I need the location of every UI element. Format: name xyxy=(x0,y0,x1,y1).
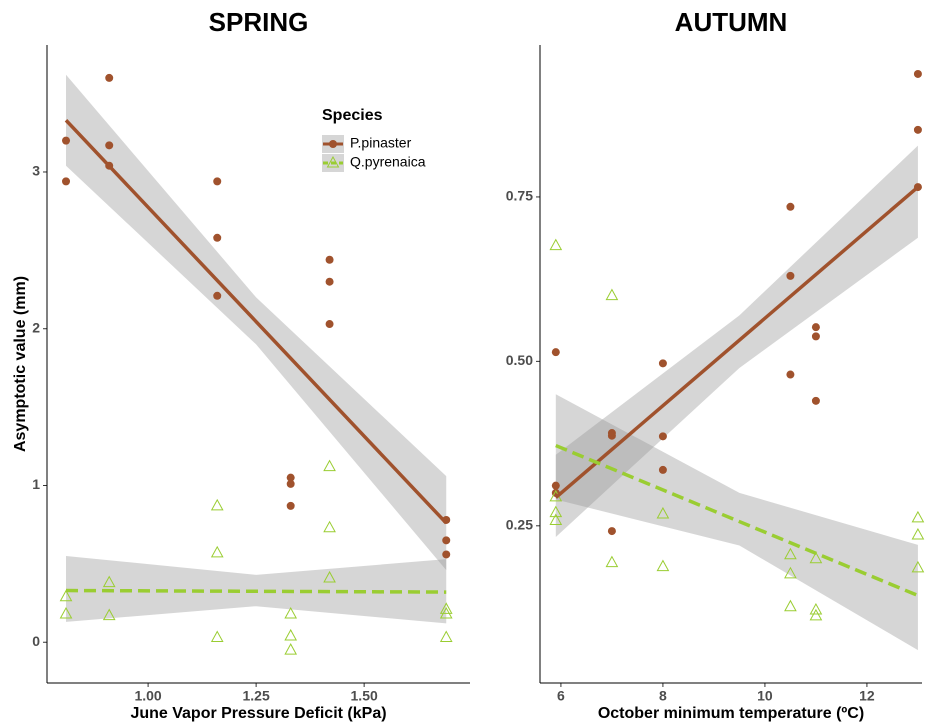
point xyxy=(323,459,336,472)
point xyxy=(442,550,451,559)
point xyxy=(213,291,222,300)
point xyxy=(105,73,114,82)
point xyxy=(286,473,295,482)
point xyxy=(811,323,820,332)
point xyxy=(607,431,616,440)
point xyxy=(284,628,298,641)
point xyxy=(549,505,563,518)
point xyxy=(284,643,298,655)
point xyxy=(784,547,797,560)
point xyxy=(913,69,922,78)
legend-label: Q.pyrenaica xyxy=(350,154,426,170)
y-tick-label: 1 xyxy=(32,476,40,492)
point xyxy=(656,559,670,572)
point xyxy=(809,551,823,564)
legend-label: P.pinaster xyxy=(350,135,412,151)
point xyxy=(102,575,116,588)
y-tick-label: 3 xyxy=(32,163,40,179)
point xyxy=(284,606,298,619)
point xyxy=(658,432,667,441)
y-tick-label: 0 xyxy=(32,633,40,649)
y-tick-label: 0.50 xyxy=(506,352,533,368)
legend-marker xyxy=(326,155,340,168)
point xyxy=(210,630,224,643)
y-tick-label: 0.75 xyxy=(506,188,533,204)
point xyxy=(549,513,563,526)
point xyxy=(549,238,563,251)
point xyxy=(658,465,667,474)
point xyxy=(911,560,925,573)
point xyxy=(102,608,116,621)
point xyxy=(105,141,114,150)
point xyxy=(786,202,795,211)
point xyxy=(325,320,334,329)
x-tick-label: 1.50 xyxy=(351,688,378,704)
legend-title: Species xyxy=(322,107,383,124)
x-tick-label: 1.00 xyxy=(134,688,161,704)
x-tick-label: 12 xyxy=(859,688,875,704)
point xyxy=(439,606,453,619)
point xyxy=(786,370,795,379)
point xyxy=(809,602,823,615)
point xyxy=(325,255,334,264)
point xyxy=(59,589,73,602)
fit-line xyxy=(555,443,919,598)
point xyxy=(551,348,560,357)
point xyxy=(605,288,619,301)
y-tick-label: 0.25 xyxy=(506,517,533,533)
point xyxy=(784,566,797,579)
point xyxy=(911,527,925,540)
point xyxy=(210,498,224,511)
point xyxy=(784,599,797,612)
point xyxy=(439,602,453,614)
point xyxy=(323,570,336,583)
point xyxy=(913,125,922,134)
fit-line xyxy=(66,588,447,594)
point xyxy=(551,481,560,490)
point xyxy=(439,630,453,643)
point xyxy=(286,479,295,488)
point xyxy=(62,136,71,145)
point xyxy=(213,233,222,242)
point xyxy=(323,520,336,533)
point xyxy=(786,271,795,280)
x-axis-title: October minimum temperature (ºC) xyxy=(598,705,864,722)
x-tick-label: 1.25 xyxy=(242,688,269,704)
fit-line xyxy=(554,185,920,499)
x-axis-title: June Vapor Pressure Deficit (kPa) xyxy=(130,705,386,722)
point xyxy=(911,510,925,523)
x-tick-label: 8 xyxy=(659,688,667,704)
confidence-band xyxy=(555,394,918,651)
chart-title: AUTUMN xyxy=(675,7,788,37)
x-tick-label: 6 xyxy=(557,688,565,704)
point xyxy=(605,555,619,568)
fit-line xyxy=(64,119,448,525)
point xyxy=(62,177,71,186)
y-axis-title: Asymptotic value (mm) xyxy=(12,276,29,452)
point xyxy=(286,501,295,510)
point xyxy=(811,332,820,341)
x-tick-label: 10 xyxy=(757,688,773,704)
point xyxy=(811,396,820,405)
point xyxy=(213,177,222,186)
point xyxy=(59,606,73,619)
point xyxy=(442,536,451,545)
legend-marker xyxy=(329,140,337,148)
point xyxy=(809,608,823,621)
y-tick-label: 2 xyxy=(32,319,40,335)
point xyxy=(656,506,670,519)
point xyxy=(607,527,616,536)
point xyxy=(325,277,334,286)
point xyxy=(210,545,224,558)
chart-title: SPRING xyxy=(209,7,309,37)
point xyxy=(658,359,667,368)
